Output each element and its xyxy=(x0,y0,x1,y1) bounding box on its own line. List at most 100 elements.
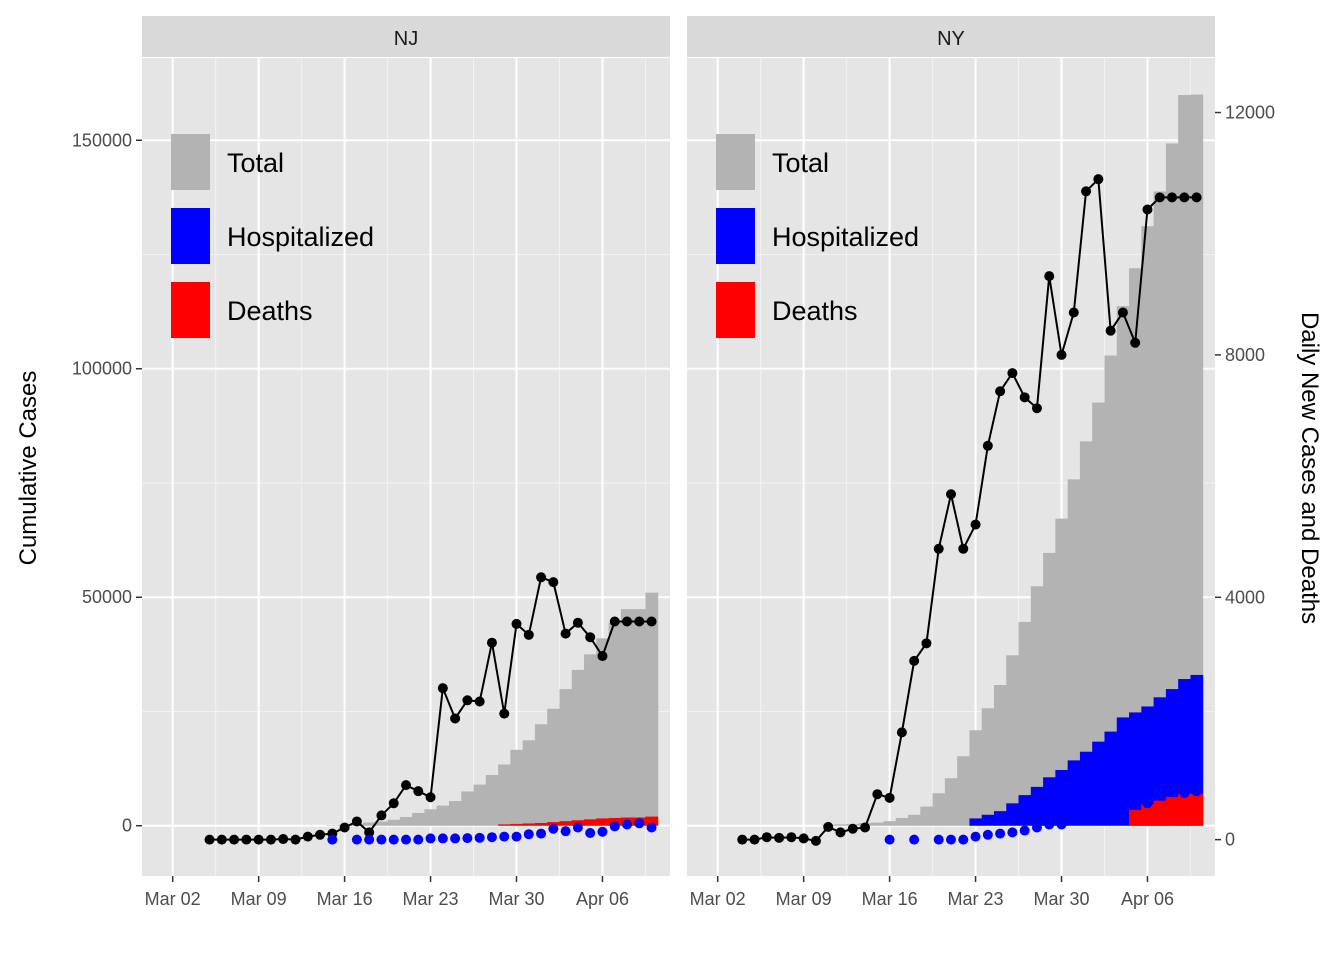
daily-deaths-point xyxy=(1154,790,1165,801)
daily-cases-point xyxy=(786,832,797,843)
daily-deaths-point xyxy=(1191,786,1202,797)
total-bar xyxy=(424,809,438,826)
daily-cases-point xyxy=(204,834,215,845)
total-bar xyxy=(534,724,548,826)
daily-cases-point xyxy=(1056,349,1067,360)
legend-key-total xyxy=(171,134,210,190)
daily-cases-point xyxy=(1081,186,1092,197)
total-bar xyxy=(633,609,646,826)
daily-cases-point xyxy=(548,577,559,588)
daily-cases-point xyxy=(585,632,596,643)
legend-label-total: Total xyxy=(227,148,284,178)
deaths-bar xyxy=(645,816,659,826)
hospitalized-bar xyxy=(1055,769,1069,826)
total-bar xyxy=(436,805,450,826)
daily-deaths-point xyxy=(884,834,895,845)
daily-cases-point xyxy=(474,696,485,707)
x-axis-tick-label: Mar 30 xyxy=(488,889,544,909)
legend-label-hospitalized: Hospitalized xyxy=(227,222,374,252)
deaths-bar xyxy=(596,818,610,826)
daily-cases-point xyxy=(278,834,289,845)
deaths-bar xyxy=(584,819,597,826)
daily-deaths-point xyxy=(1044,819,1055,830)
daily-cases-point xyxy=(946,489,956,500)
daily-deaths-point xyxy=(1179,787,1190,798)
total-bar xyxy=(1153,191,1167,826)
daily-deaths-point xyxy=(1117,796,1128,807)
total-bar xyxy=(522,740,536,826)
daily-deaths-point xyxy=(1056,819,1067,830)
y-left-tick-label: 50000 xyxy=(82,587,132,607)
daily-cases-point xyxy=(523,629,534,640)
total-bar xyxy=(547,708,560,826)
total-bar xyxy=(473,784,487,826)
legend-label-total: Total xyxy=(772,148,829,178)
deaths-bar xyxy=(1129,809,1142,826)
hospitalized-bar xyxy=(1018,795,1032,826)
daily-deaths-point xyxy=(597,826,608,837)
daily-cases-point xyxy=(229,834,240,845)
x-axis-tick-label: Apr 06 xyxy=(576,889,629,909)
daily-deaths-point xyxy=(1167,786,1178,797)
daily-cases-point xyxy=(835,827,846,838)
daily-cases-point xyxy=(634,616,645,627)
daily-cases-point xyxy=(290,834,301,845)
total-bar xyxy=(969,730,983,826)
total-bar xyxy=(485,775,499,826)
daily-cases-point xyxy=(823,821,834,832)
total-bar xyxy=(448,801,462,826)
total-bar xyxy=(895,817,909,826)
daily-cases-point xyxy=(1019,392,1030,403)
daily-cases-point xyxy=(958,543,969,554)
hospitalized-bar xyxy=(1092,741,1105,826)
daily-deaths-point xyxy=(401,834,411,845)
daily-cases-point xyxy=(302,831,313,842)
daily-deaths-point xyxy=(585,827,596,838)
y-left-tick-label: 100000 xyxy=(72,359,132,379)
total-bar xyxy=(387,819,401,826)
daily-cases-point xyxy=(798,833,809,844)
y-axis-right-title: Daily New Cases and Deaths xyxy=(1296,312,1323,624)
daily-cases-point xyxy=(970,519,981,530)
total-bar xyxy=(1092,402,1105,826)
total-bar xyxy=(1079,441,1093,826)
daily-cases-point xyxy=(216,834,227,845)
y-right-tick-label: 4000 xyxy=(1225,587,1265,607)
total-bar xyxy=(412,812,425,826)
daily-deaths-point xyxy=(982,829,993,840)
daily-deaths-point xyxy=(536,828,547,839)
daily-cases-point xyxy=(437,683,448,694)
facet-strip xyxy=(142,16,670,57)
daily-cases-point xyxy=(1142,204,1153,215)
total-bar xyxy=(363,822,376,826)
total-bar xyxy=(1030,586,1044,826)
daily-cases-point xyxy=(511,618,522,629)
total-bar xyxy=(1067,479,1081,826)
hospitalized-bar xyxy=(1030,786,1044,826)
daily-cases-point xyxy=(376,810,387,821)
daily-deaths-point xyxy=(474,832,485,843)
legend-key-total xyxy=(716,134,755,190)
legend-label-deaths: Deaths xyxy=(227,296,313,326)
daily-deaths-point xyxy=(1007,827,1018,838)
daily-cases-point xyxy=(351,816,362,827)
daily-cases-point xyxy=(622,616,633,627)
x-axis-tick-label: Mar 09 xyxy=(231,889,287,909)
daily-cases-point xyxy=(847,823,858,834)
daily-deaths-point xyxy=(909,834,920,845)
daily-cases-point xyxy=(761,832,772,843)
total-bar xyxy=(596,638,610,826)
daily-cases-point xyxy=(462,695,473,706)
daily-cases-point xyxy=(774,832,785,843)
daily-deaths-point xyxy=(425,833,436,844)
daily-cases-point xyxy=(872,789,883,800)
legend-key-deaths xyxy=(716,282,755,338)
x-axis-tick-label: Mar 23 xyxy=(948,889,1004,909)
hospitalized-bar xyxy=(1043,777,1056,826)
panel-ny: NY Mar 02 Mar 09 Mar 16 Mar 23 Mar 30 Apr 06 To… xyxy=(687,16,1215,909)
total-bar xyxy=(584,654,597,826)
daily-cases-point xyxy=(896,727,907,738)
daily-cases-point xyxy=(401,780,411,791)
deaths-bar xyxy=(1141,804,1155,826)
total-bar xyxy=(620,609,634,826)
